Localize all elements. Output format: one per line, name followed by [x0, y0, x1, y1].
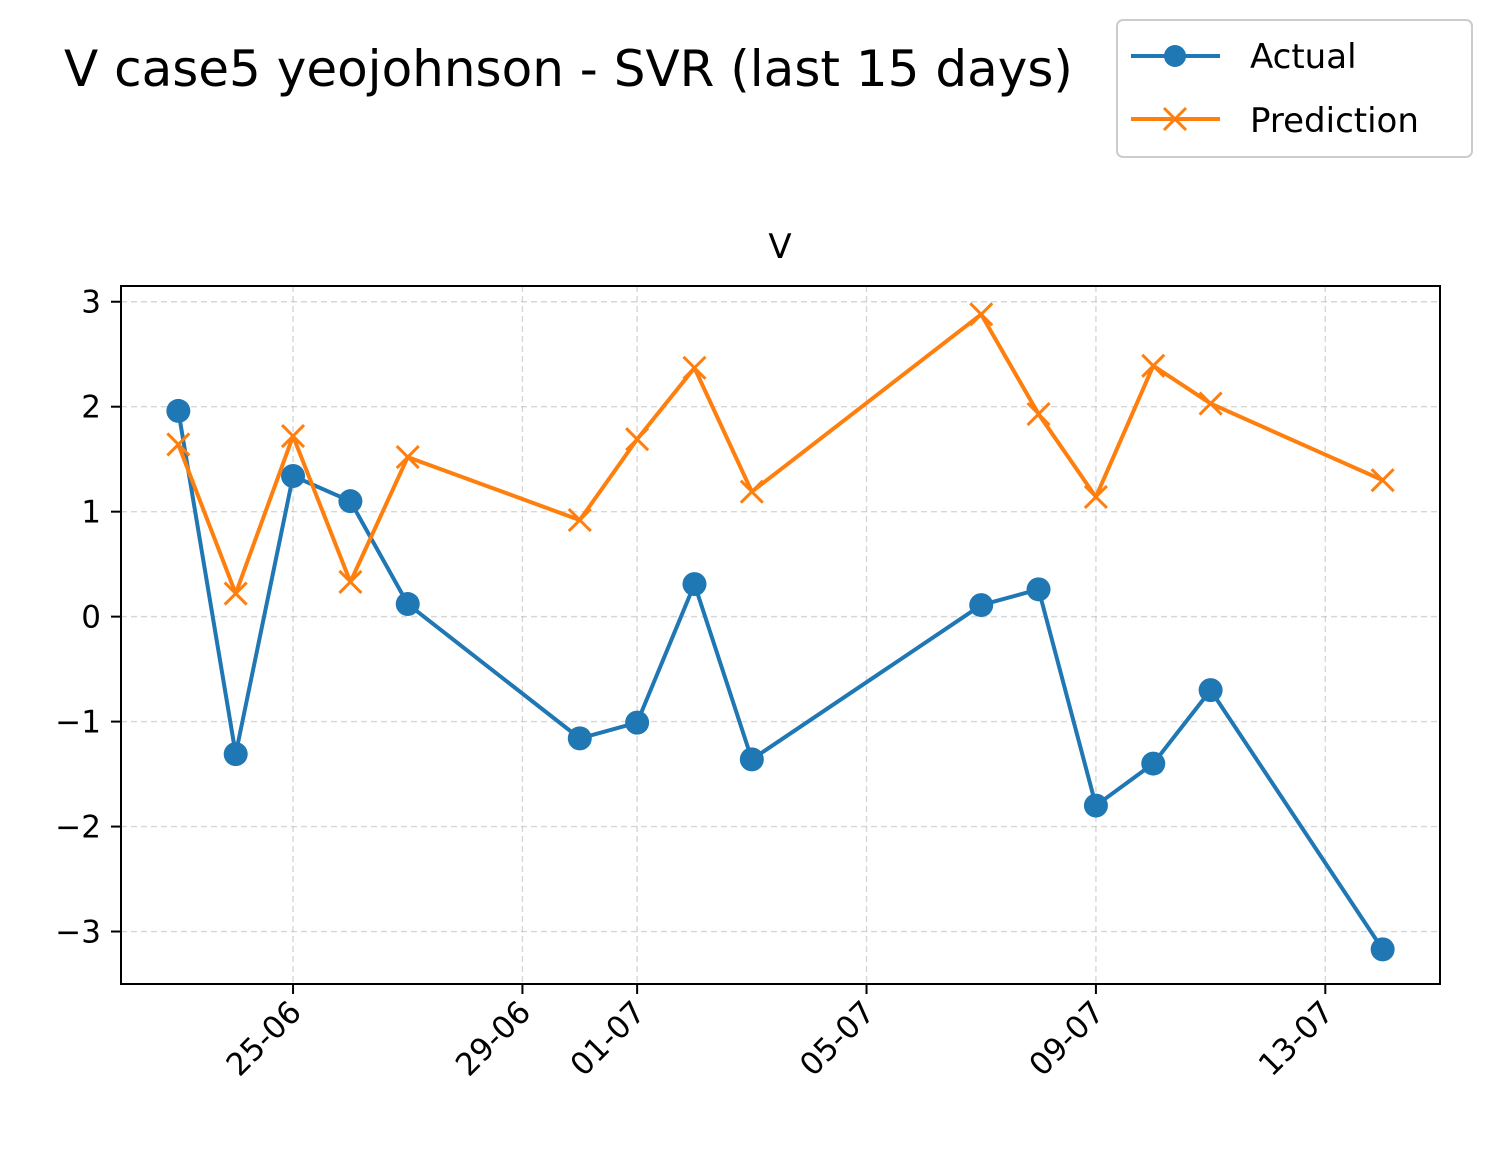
- actual-point: [625, 710, 650, 735]
- y-tick-label: 0: [81, 600, 101, 636]
- x-tick-label: 01-07: [564, 994, 653, 1083]
- prediction-point: [969, 302, 994, 327]
- figure-suptitle: V case5 yeojohnson - SVR (last 15 days): [64, 40, 1073, 98]
- prediction-point: [739, 479, 764, 504]
- actual-point: [1198, 678, 1223, 703]
- prediction-point: [338, 569, 363, 595]
- actual-point: [395, 592, 420, 617]
- plot-frame: [120, 285, 1441, 985]
- axes-title: V: [768, 227, 791, 267]
- prediction-point: [166, 432, 191, 457]
- legend-prediction-label: Prediction: [1250, 101, 1419, 141]
- actual-point: [281, 463, 306, 488]
- legend-actual-label: Actual: [1250, 37, 1357, 77]
- actual-point: [1370, 937, 1395, 962]
- x-tick-label: 05-07: [793, 994, 882, 1083]
- prediction-point: [682, 355, 707, 380]
- prediction-point: [625, 427, 650, 452]
- prediction-point: [223, 581, 248, 606]
- actual-point: [1026, 577, 1051, 602]
- actual-point: [567, 726, 592, 751]
- x-tick-label: 25-06: [220, 994, 309, 1083]
- actual-point: [338, 489, 363, 514]
- y-tick-label: 1: [81, 495, 101, 531]
- actual-point: [1083, 793, 1108, 818]
- actual-point: [739, 747, 764, 772]
- actual-point: [1141, 751, 1166, 776]
- prediction-point: [1083, 484, 1108, 510]
- prediction-point: [1198, 391, 1223, 416]
- prediction-point: [395, 445, 420, 470]
- x-tick-label: 09-07: [1022, 994, 1111, 1083]
- y-tick-label: 3: [81, 285, 101, 321]
- x-tick-label: 29-06: [449, 994, 538, 1083]
- actual-point: [682, 572, 707, 597]
- prediction-point: [1141, 353, 1166, 378]
- legend: Actual Prediction: [1116, 19, 1473, 158]
- grid-layer: [121, 286, 1440, 984]
- y-tick-label: −2: [55, 810, 101, 846]
- y-tick-label: −1: [55, 705, 101, 741]
- actual-point: [969, 593, 994, 618]
- prediction-point: [567, 508, 592, 533]
- prediction-point: [1026, 401, 1051, 427]
- actual-point: [166, 398, 191, 423]
- x-tick-label: 13-07: [1252, 994, 1341, 1083]
- actual-series-line: [176, 410, 1385, 951]
- legend-actual-marker: [1164, 45, 1186, 67]
- y-tick-label: −3: [55, 915, 101, 951]
- prediction-point: [280, 424, 306, 449]
- legend-prediction-marker: [1162, 106, 1188, 132]
- prediction-series-line: [176, 312, 1384, 596]
- actual-point: [223, 742, 248, 767]
- prediction-point: [1370, 468, 1395, 493]
- series-layer: [166, 302, 1395, 962]
- y-tick-label: 2: [81, 390, 101, 426]
